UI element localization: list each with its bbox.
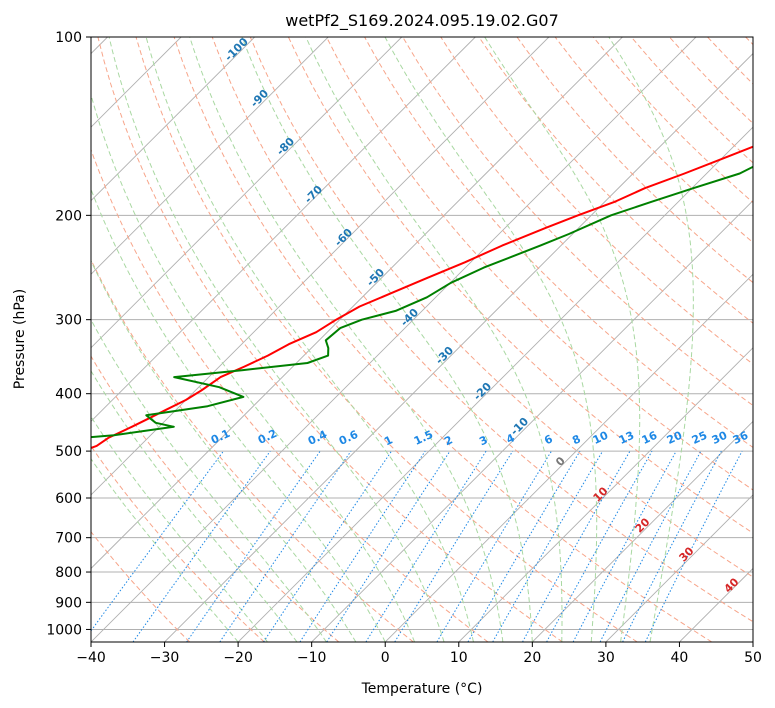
- y-tick-label: 400: [55, 387, 82, 403]
- dry-adiabat: [211, 37, 753, 623]
- x-tick-label: −10: [297, 650, 327, 666]
- mixing-ratio-line: [436, 450, 552, 642]
- dry-adiabat: [402, 37, 753, 407]
- dry-adiabat: [91, 445, 265, 642]
- moist-adiabat: [608, 37, 694, 642]
- isotherm-gridline: [605, 494, 753, 642]
- x-tick-label: −20: [223, 650, 253, 666]
- mixing-ratio-label: 13: [617, 429, 636, 447]
- y-tick-label: 1000: [46, 622, 82, 638]
- x-tick-label: 30: [597, 650, 615, 666]
- isotherm-gridline: [237, 126, 753, 642]
- dry-adiabat: [91, 258, 414, 642]
- x-tick-label: −30: [150, 650, 180, 666]
- isotherm-gridline: [384, 273, 753, 642]
- mixing-ratio-line: [263, 450, 392, 642]
- plot-background: [91, 37, 753, 642]
- moist-adiabat: [484, 37, 641, 642]
- mixing-ratio-label: 20: [665, 429, 685, 447]
- x-tick-label: 0: [381, 650, 390, 666]
- isotherm-gridline: [532, 420, 753, 642]
- isotherm-gridline: [752, 641, 753, 642]
- mixing-ratio-line: [622, 450, 722, 642]
- mixing-ratio-line: [365, 450, 487, 642]
- mixing-ratio-line: [219, 450, 352, 642]
- moist-adiabat: [108, 37, 445, 642]
- moist-adiabat: [189, 37, 504, 642]
- mixing-ratio-label: 16: [640, 429, 660, 447]
- y-tick-label: 200: [55, 208, 82, 224]
- moist-adiabat: [145, 37, 474, 642]
- moist-adiabat: [384, 37, 598, 642]
- y-tick-label: 300: [55, 313, 82, 329]
- mixing-ratio-line: [91, 450, 224, 632]
- y-tick-label: 900: [55, 595, 82, 611]
- isotherm-gridline: [91, 37, 255, 202]
- background-lines: [91, 37, 753, 642]
- y-axis-label: Pressure (hPa): [12, 289, 28, 389]
- plot-frame: [90, 36, 754, 643]
- temperature-line: [91, 145, 753, 449]
- isotherm-gridline: [91, 37, 403, 349]
- mixing-ratio-label: 10: [591, 429, 611, 447]
- y-tick-label: 700: [55, 531, 82, 547]
- dry-adiabat: [91, 355, 340, 642]
- y-tick-label: 500: [55, 444, 82, 460]
- dry-adiabat: [91, 531, 191, 642]
- mixing-ratio-line: [394, 450, 514, 642]
- y-tick-label: 100: [55, 30, 82, 46]
- dry-adiabat: [91, 148, 489, 642]
- moist-adiabat: [91, 188, 386, 642]
- dry-adiabat: [516, 37, 753, 284]
- mixing-ratio-line: [132, 450, 271, 642]
- x-tick-label: 10: [450, 650, 468, 666]
- x-tick-label: 40: [671, 650, 689, 666]
- mixing-ratio-line: [599, 450, 702, 642]
- mixing-ratio-line: [546, 450, 653, 642]
- moist-adiabat: [91, 457, 239, 642]
- mixing-ratio-label: 36: [731, 429, 751, 447]
- dry-adiabat: [326, 37, 753, 491]
- x-ticks: −40 −30 −20 −10 0 10 20 30 40 50: [76, 642, 762, 666]
- isotherm-gridline: [164, 52, 753, 642]
- dry-adiabat: [249, 37, 753, 578]
- sounding-series: [91, 145, 753, 449]
- dry-adiabat: [173, 37, 713, 642]
- isotherm-gridline: [91, 37, 623, 570]
- dewpoint-line: [91, 165, 753, 439]
- y-ticks: 100 200 300 400 500 600 700 800 900 1000: [46, 30, 91, 638]
- isotherm-gridline: [91, 37, 476, 422]
- mixing-ratio-line: [186, 450, 321, 642]
- mixing-ratio-line: [522, 450, 631, 642]
- moist-adiabat: [91, 259, 357, 642]
- x-tick-label: 50: [744, 650, 762, 666]
- mixing-ratio-line: [326, 450, 451, 642]
- mixing-ratio-line: [299, 450, 426, 642]
- y-tick-label: 800: [55, 565, 82, 581]
- mixing-ratio-label: 30: [710, 429, 730, 447]
- isotherm-gridline: [458, 347, 753, 642]
- mixing-ratio-line: [572, 450, 677, 642]
- dry-adiabat: [478, 37, 753, 324]
- moist-adiabat: [91, 415, 268, 642]
- mixing-ratio-label: 25: [690, 429, 709, 447]
- x-axis-label: Temperature (°C): [361, 681, 483, 697]
- moist-adiabat: [241, 37, 533, 642]
- moist-adiabat: [305, 37, 563, 642]
- y-tick-label: 600: [55, 491, 82, 507]
- x-tick-label: 20: [523, 650, 541, 666]
- isotherm-gridline: [91, 37, 329, 275]
- dry-adiabat: [97, 37, 563, 642]
- isotherm-gridline: [91, 37, 697, 642]
- moist-adiabat: [91, 318, 327, 642]
- dry-adiabat: [135, 37, 638, 642]
- isotherm-gridline: [91, 37, 550, 496]
- x-tick-label: −40: [76, 650, 106, 666]
- mixing-ratio-line: [644, 450, 743, 642]
- chart-title: wetPf2_S169.2024.095.19.02.G07: [285, 11, 559, 31]
